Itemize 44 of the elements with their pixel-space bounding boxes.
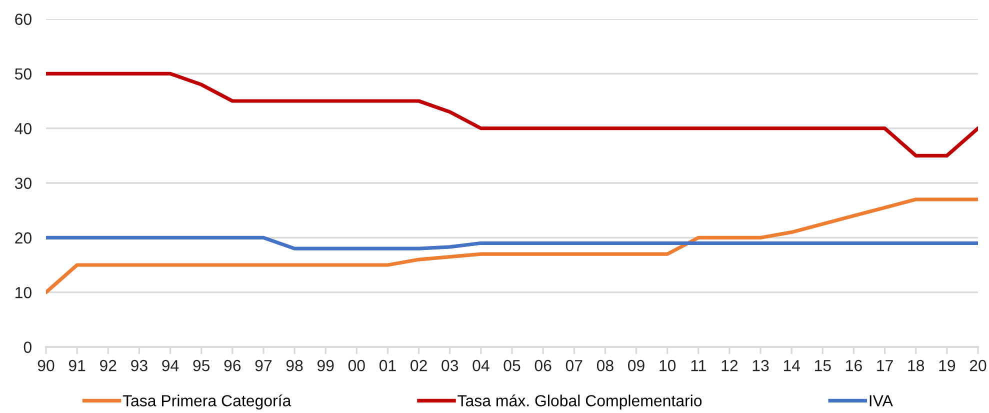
x-tick-label: 11: [691, 360, 706, 372]
x-tick-label: 16: [846, 360, 862, 372]
line-series: [46, 198, 978, 294]
x-tick-label: 00: [348, 360, 365, 372]
line-series: [46, 236, 978, 250]
legend-label: Tasa Primera Categoría: [122, 394, 292, 410]
x-tick-label: 99: [317, 360, 334, 372]
x-tick-label: 02: [410, 360, 427, 372]
x-tick-label: 05: [504, 360, 520, 372]
x-tick-label: 93: [131, 360, 148, 372]
x-tick-label: 20: [970, 360, 986, 372]
legend-label: IVA: [870, 395, 893, 406]
y-tick-label: 60: [15, 14, 32, 25]
x-tick-label: 98: [286, 360, 303, 372]
x-tick-label: 18: [908, 360, 924, 372]
x-tick-label: 08: [596, 360, 614, 372]
y-tick-label: 50: [14, 68, 32, 80]
x-tick-label: 14: [784, 360, 800, 372]
x-tick-label: 07: [566, 360, 582, 372]
x-tick-label: 04: [472, 360, 490, 372]
x-tick-label: 13: [752, 360, 769, 372]
x-tick-label: 91: [68, 360, 86, 372]
x-tick-label: 15: [815, 360, 831, 372]
x-tick-label: 10: [660, 360, 676, 372]
x-tick-label: 97: [255, 360, 272, 372]
x-tick-label: 96: [224, 360, 241, 372]
y-tick-label: 0: [24, 342, 32, 353]
x-tick-label: 95: [193, 360, 210, 372]
legend-label: Tasa máx. Global Complementario: [458, 394, 702, 410]
y-tick-label: 30: [14, 178, 32, 189]
x-tick-label: 17: [877, 360, 893, 372]
x-tick-label: 06: [534, 360, 552, 372]
x-tick-label: 12: [722, 360, 738, 372]
x-tick-label: 03: [442, 360, 458, 372]
line-series: [46, 72, 978, 158]
y-tick-label: 40: [14, 122, 32, 134]
x-tick-label: 92: [100, 360, 116, 372]
x-tick-label: 19: [939, 360, 956, 372]
x-tick-label: 09: [628, 360, 644, 372]
x-tick-label: 90: [38, 360, 54, 372]
x-tick-label: 94: [162, 360, 179, 372]
x-tick-label: 01: [379, 360, 396, 372]
y-tick-label: 10: [16, 286, 32, 298]
y-tick-label: 20: [15, 232, 32, 244]
